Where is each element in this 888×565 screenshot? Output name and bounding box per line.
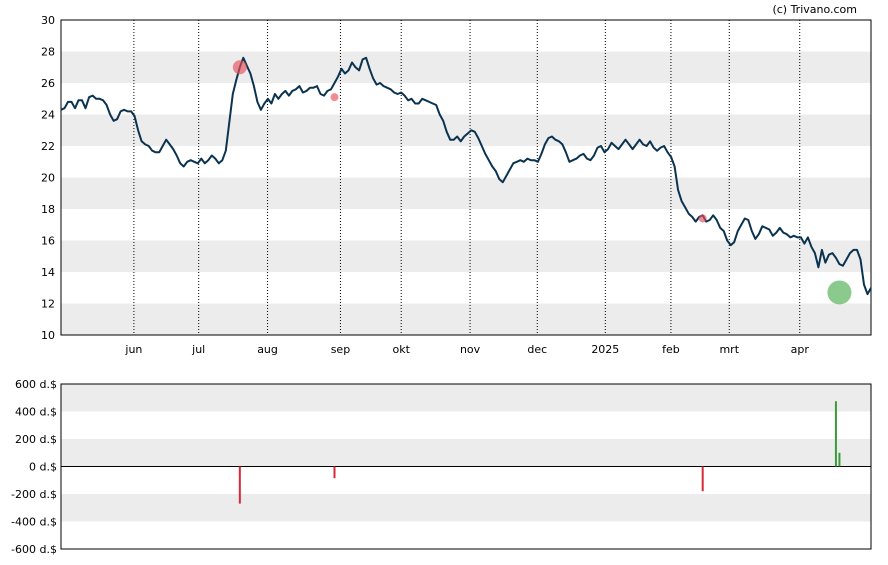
x-tick-label: feb <box>662 343 680 356</box>
volume-y-tick-label: -600 d.$ <box>11 543 57 556</box>
volume-grid-band <box>61 384 871 412</box>
y-tick-label: 12 <box>41 298 55 311</box>
y-tick-label: 16 <box>41 235 55 248</box>
volume-frame <box>60 383 872 550</box>
x-tick-label: jun <box>124 343 142 356</box>
price-grid-band <box>61 177 871 209</box>
x-tick-label: jul <box>191 343 205 356</box>
sell-marker <box>330 93 339 102</box>
price-grid-band <box>61 114 871 146</box>
y-tick-label: 28 <box>41 46 55 59</box>
x-tick-label: aug <box>257 343 278 356</box>
price-grid-band <box>61 240 871 272</box>
price-panel: jun jul aug sep okt nov dec 2025 feb mrt apr 10 12 14… <box>41 14 872 356</box>
y-tick-label: 10 <box>41 329 55 342</box>
x-tick-label: apr <box>791 343 810 356</box>
volume-y-tick-label: 600 d.$ <box>15 378 57 391</box>
volume-grid-band <box>61 494 871 522</box>
x-tick-label: mrt <box>719 343 739 356</box>
volume-grid-band <box>61 439 871 467</box>
volume-y-tick-label: 200 d.$ <box>15 433 57 446</box>
sell-marker <box>698 214 707 223</box>
y-tick-label: 14 <box>41 266 55 279</box>
y-tick-label: 24 <box>41 109 55 122</box>
x-tick-label: dec <box>527 343 547 356</box>
y-tick-label: 22 <box>41 140 55 153</box>
x-tick-label: okt <box>392 343 410 356</box>
buy-marker <box>827 280 852 305</box>
x-tick-label: sep <box>331 343 350 356</box>
price-frame <box>60 19 872 336</box>
sell-marker <box>232 60 247 75</box>
price-line <box>60 56 872 296</box>
x-tick-label: 2025 <box>591 343 619 356</box>
x-tick-label: nov <box>460 343 481 356</box>
credit-text: (c) Trivano.com <box>772 3 857 16</box>
volume-y-tick-label: -200 d.$ <box>11 488 57 501</box>
y-tick-label: 30 <box>41 14 55 27</box>
volume-y-tick-label: 0 d.$ <box>29 461 57 474</box>
price-grid-band <box>61 303 871 335</box>
volume-y-tick-label: -400 d.$ <box>11 516 57 529</box>
price-grid-band <box>61 51 871 83</box>
y-tick-label: 18 <box>41 203 55 216</box>
y-tick-label: 20 <box>41 172 55 185</box>
volume-y-tick-label: 400 d.$ <box>15 406 57 419</box>
volume-panel: 600 d.$ 400 d.$ 200 d.$ 0 d.$ -200 d.$ -400 d… <box>11 378 872 556</box>
y-tick-label: 26 <box>41 77 55 90</box>
